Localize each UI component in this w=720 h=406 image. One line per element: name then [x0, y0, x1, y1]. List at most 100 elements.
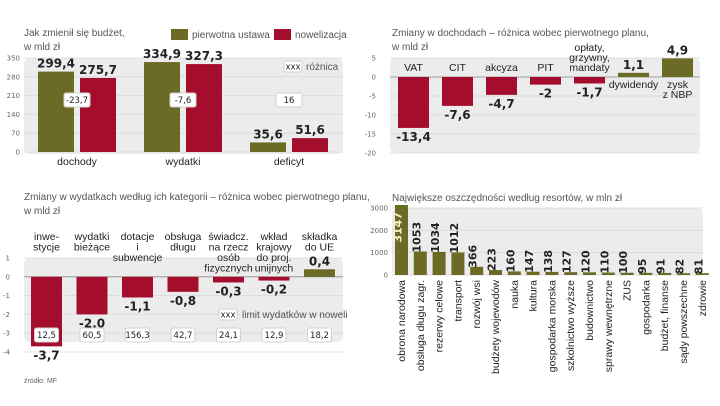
category-label: obrona narodowa	[396, 280, 408, 362]
bar	[545, 271, 559, 275]
bar	[507, 271, 521, 275]
bar	[258, 276, 290, 281]
category-label: składka	[302, 231, 338, 243]
bar-value-label: -0,2	[261, 283, 287, 297]
bar	[526, 271, 540, 275]
bar-value-label: 334,9	[143, 47, 181, 61]
category-label: unijnych	[255, 263, 294, 275]
bar-value-label: 223	[486, 248, 499, 271]
bar	[398, 77, 429, 128]
y-tick-label: 0	[16, 149, 20, 157]
limit-box	[216, 327, 241, 343]
bar-original	[38, 71, 74, 152]
category-label: PIT	[537, 62, 554, 74]
category-label: i	[136, 242, 138, 254]
bar-value-label: 147	[523, 250, 536, 273]
bar-value-label: 160	[504, 249, 517, 272]
bar	[564, 272, 578, 275]
y-tick-label: -4	[3, 349, 11, 357]
bar	[413, 251, 427, 275]
bar	[304, 269, 335, 277]
category-label: grzywny,	[569, 52, 610, 64]
category-label: dochody	[57, 156, 97, 168]
ministries-chart: Największe oszczędności według resortów,…	[360, 180, 720, 406]
category-label: długu	[170, 242, 196, 254]
bar-value-label: 1053	[410, 222, 423, 253]
bar-value-label: -0,8	[170, 294, 196, 308]
y-tick-label: -15	[365, 131, 376, 139]
category-label: kultura	[528, 280, 540, 312]
category-label: dotacje	[121, 231, 155, 243]
bar	[530, 77, 561, 85]
difference-legend-label: różnica	[306, 62, 339, 73]
bar-value-label: -7,6	[444, 108, 470, 122]
category-label: budżet, finanse	[659, 280, 671, 351]
category-label: osób	[217, 252, 240, 264]
chart-title: Największe oszczędności według resortów,…	[392, 193, 623, 204]
budget-chart-svg: Jak zmienił się budżet, w mld zł 0 70 140 210…	[7, 28, 348, 168]
category-label: rozwój wsi	[471, 280, 483, 328]
y-tick-label: -1	[3, 292, 10, 300]
category-label: szkolnictwo wyższe	[565, 280, 577, 371]
bar-value-label: 100	[617, 250, 630, 273]
bar	[620, 272, 634, 275]
bar-value-label: 0,4	[309, 254, 330, 268]
bar-value-label: 120	[580, 250, 593, 273]
limit-box	[79, 327, 105, 343]
limit-value: 24,1	[219, 331, 238, 341]
bar-value-label: -13,4	[396, 130, 431, 144]
difference-box	[275, 92, 303, 108]
category-label: gospodarka	[640, 280, 652, 335]
bar-value-label: 138	[542, 250, 555, 273]
category-label: wydatki	[73, 231, 109, 243]
category-label: opłaty,	[574, 42, 604, 54]
y-tick-label: 2000	[370, 227, 388, 235]
y-tick-label: 1	[6, 255, 10, 263]
category-label: CIT	[449, 62, 467, 74]
bar	[639, 272, 653, 275]
category-label: stycje	[33, 242, 60, 254]
bar	[395, 205, 408, 275]
y-tick-label: -10	[365, 112, 376, 120]
bar	[451, 252, 465, 275]
plot-background	[392, 208, 703, 275]
bar	[213, 276, 244, 283]
expenditure-chart-svg: Zmiany w wydatkach według ich kategorii …	[3, 192, 370, 362]
category-label: nauka	[509, 280, 521, 309]
limit-legend-label: limit wydatków w noweli	[242, 310, 348, 321]
legend-swatch-original	[171, 29, 188, 40]
category-label: zysk	[667, 79, 689, 91]
bar-value-label: 1,1	[623, 58, 644, 72]
bar-value-label: 327,3	[185, 49, 223, 63]
bar-value-label: 299,4	[37, 57, 75, 71]
category-label: sądy powszechne	[678, 280, 690, 364]
bar-value-label: 366	[467, 245, 480, 268]
revenue-chart: Zmiany w dochodach – różnica wobec pierw…	[360, 0, 720, 170]
difference-box	[63, 92, 91, 108]
bar-value-label: -4,7	[488, 97, 514, 111]
source-note: źródło: MF	[24, 378, 58, 385]
category-label: sprawy wewnętrzne	[603, 280, 615, 372]
bar-value-label: 127	[561, 250, 574, 273]
budget-chart: Jak zmienił się budżet, w mld zł 0 70 140 210…	[0, 0, 360, 170]
bar-value-label: -1,7	[576, 85, 602, 99]
limit-value: 18,2	[310, 331, 329, 341]
bar-value-label: -3,7	[33, 348, 59, 362]
category-label: dywidendy	[609, 79, 659, 91]
bar	[76, 276, 108, 315]
y-tick-label: 1000	[370, 249, 388, 257]
bar	[442, 77, 473, 106]
category-label: świadcz.	[208, 231, 248, 243]
category-label: gospodarka morska	[546, 280, 558, 372]
category-label: inwe-	[34, 231, 60, 243]
category-label: ZUS	[622, 280, 634, 301]
chart-title: Zmiany w dochodach – różnica wobec pierw…	[392, 28, 649, 39]
limit-value: 156,3	[125, 331, 149, 341]
category-label: obsługa długu zagr.	[415, 280, 427, 371]
y-tick-label: 350	[7, 55, 20, 63]
bar-amended	[80, 77, 116, 152]
limit-box	[261, 327, 287, 343]
bar	[695, 273, 709, 275]
category-label: wydatki	[164, 156, 200, 168]
category-label: fizycznych	[204, 263, 253, 275]
